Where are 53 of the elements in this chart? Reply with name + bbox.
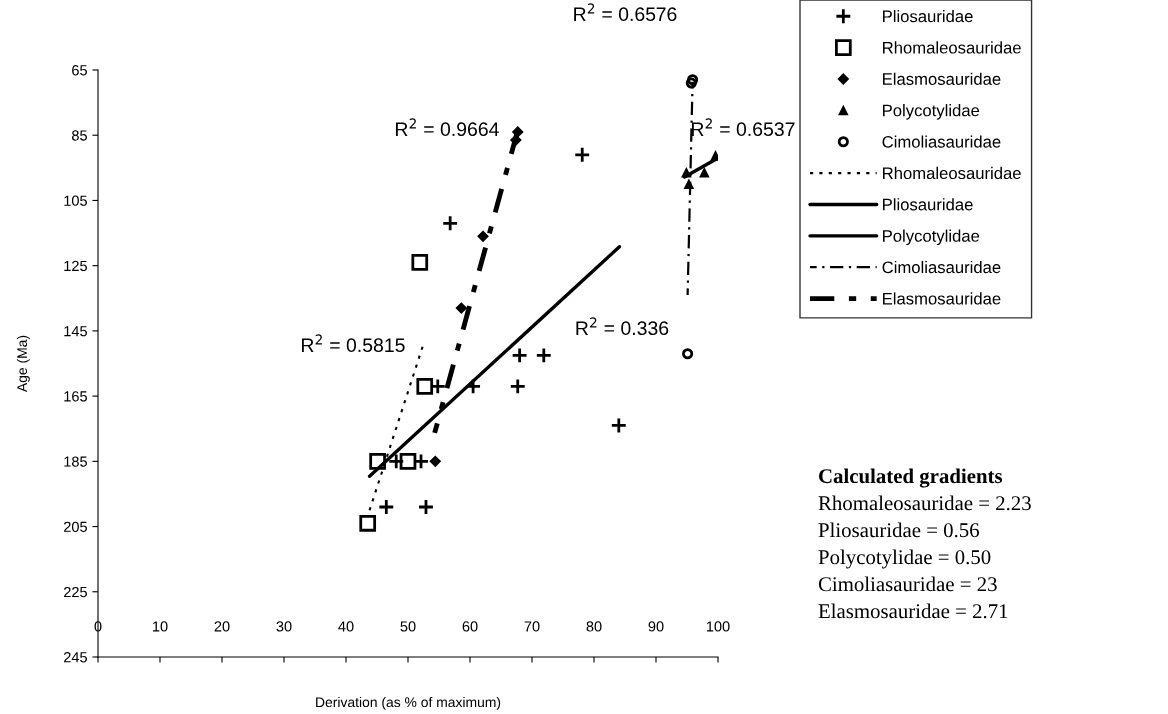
text: R$^{2}$ = 0.6576	[574, 3, 677, 22]
legend-label: Polycotylidae	[883, 104, 980, 120]
x-tick-label: 10	[153, 621, 168, 632]
text: Pliosauridae = 0.56	[818, 522, 979, 538]
y-tick-label: 185	[64, 456, 87, 467]
x-tick-label: 60	[462, 621, 478, 632]
point	[699, 167, 710, 178]
point	[477, 230, 489, 242]
y-tick-label: 85	[72, 130, 87, 141]
y-tick-label: 65	[72, 65, 87, 76]
legend-label: Pliosauridae	[883, 198, 973, 211]
text: Calculated gradients	[819, 468, 1003, 488]
x-tick-label: 50	[400, 621, 416, 632]
text: Polycotylidae = 0.50	[818, 549, 991, 569]
annotation: R$^{2}$ = 0.5815	[302, 334, 405, 353]
x-tick-label: 80	[586, 621, 602, 632]
y-tick-label: 245	[63, 652, 87, 663]
y-axis-title: Age (Ma)	[16, 335, 30, 393]
point	[682, 348, 694, 360]
text: Rhomaleosauridae = 2.23	[818, 495, 1031, 511]
legend-label: Pliosauridae	[883, 10, 973, 23]
point	[429, 455, 441, 467]
x-tick-label: 30	[276, 621, 292, 632]
point	[455, 302, 467, 314]
annotation: R$^{2}$ = 0.336	[576, 317, 669, 336]
legend-label: Elasmosauridae	[883, 292, 1001, 305]
point	[416, 377, 434, 395]
y-tick-label: 125	[64, 260, 87, 272]
legend-label: Elasmosauridae	[883, 72, 1001, 85]
legend-label: Polycotylidae	[883, 229, 980, 246]
annotation: R$^{2}$ = 0.6537	[692, 118, 795, 137]
y-tick-label: 165	[64, 391, 87, 402]
y-tick-label: 105	[64, 195, 87, 206]
point	[411, 254, 429, 271]
legend-label: Cimoliasauridae	[882, 135, 1001, 148]
point	[359, 514, 377, 532]
y-tick-label: 205	[63, 521, 87, 532]
legend-label: Cimoliasauridae	[882, 260, 1001, 274]
point	[399, 453, 417, 470]
text: Elasmosauridae = 2.71	[818, 603, 1008, 619]
annotation: R$^{2}$ = 0.9664	[396, 118, 499, 137]
x-tick-label: 100	[706, 621, 730, 632]
y-tick-label: 225	[63, 586, 87, 598]
legend-label: Rhomaleosauridae	[883, 166, 1021, 180]
y-tick-label: 145	[64, 326, 87, 337]
x-tick-label: 70	[524, 621, 540, 632]
point	[369, 453, 386, 470]
x-axis-title: Derivation (as % of maximum)	[316, 696, 501, 710]
x-tick-label: 20	[214, 621, 230, 632]
legend-label: Rhomaleosauridae	[883, 41, 1021, 54]
text: Cimoliasauridae = 23	[818, 576, 997, 592]
x-tick-label: 90	[648, 621, 664, 632]
x-tick-label: 40	[338, 621, 354, 632]
